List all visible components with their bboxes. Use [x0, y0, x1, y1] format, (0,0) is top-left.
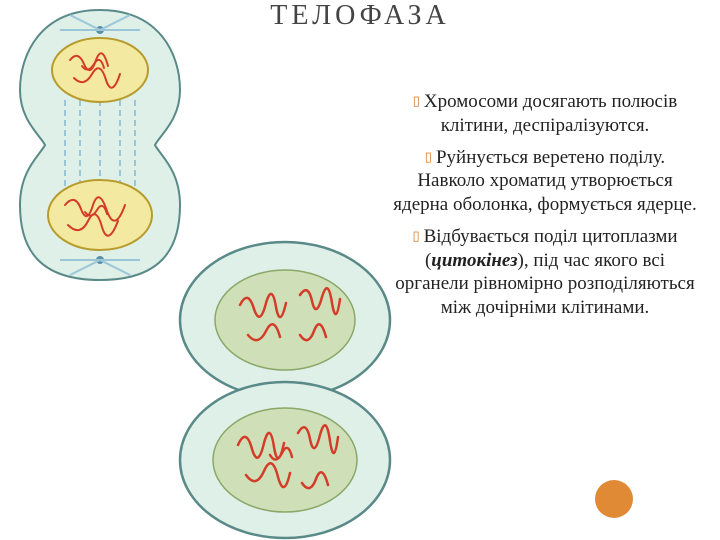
bullet-marker-icon: ▯	[413, 93, 420, 108]
bullet-list: ▯ Хромосоми досягають полюсів клітини, де…	[390, 90, 700, 328]
bullet-marker-icon: ▯	[425, 149, 432, 164]
bullet-term: цитокінез	[431, 250, 517, 271]
bullet-text: Руйнується веретено поділу. Навколо хром…	[393, 147, 696, 216]
bullet-item: ▯Руйнується веретено поділу. Навколо хро…	[390, 146, 700, 217]
daughter-cells-diagram	[170, 235, 400, 540]
accent-circle-icon	[595, 480, 633, 518]
bullet-item: ▯ Хромосоми досягають полюсів клітини, де…	[390, 90, 700, 138]
bullet-marker-icon: ▯	[412, 228, 419, 243]
bullet-item: ▯Відбувається поділ цитоплазми (цитокіне…	[390, 225, 700, 320]
bullet-text: Хромосоми досягають полюсів клітини, дес…	[424, 91, 677, 136]
telophase-spindle-diagram	[10, 0, 190, 290]
